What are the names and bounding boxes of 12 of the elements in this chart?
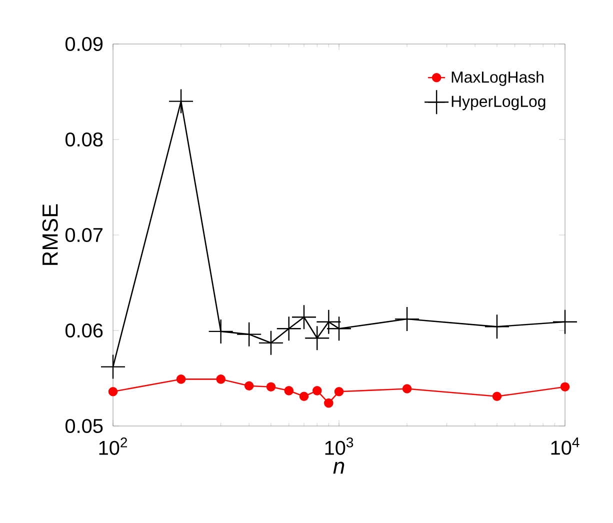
x-axis-title: n xyxy=(333,462,344,474)
x-tick-label: 10$^{2}$ xyxy=(99,438,128,455)
y-tick-label: 0.05 xyxy=(65,418,103,434)
legend-label: HyperLogLog xyxy=(452,96,546,110)
legend-label: MaxLogHash xyxy=(452,71,544,86)
y-tick-label: 0.07 xyxy=(65,228,102,242)
x-tick-label: 10$^{3}$ xyxy=(325,438,354,455)
y-axis-title: RMSE xyxy=(42,204,58,265)
y-tick-label: 0.08 xyxy=(65,132,103,147)
y-tick-label: 0.06 xyxy=(65,323,103,338)
x-tick-label: 10$^{4}$ xyxy=(551,438,580,455)
y-tick-label: 0.09 xyxy=(65,36,103,52)
